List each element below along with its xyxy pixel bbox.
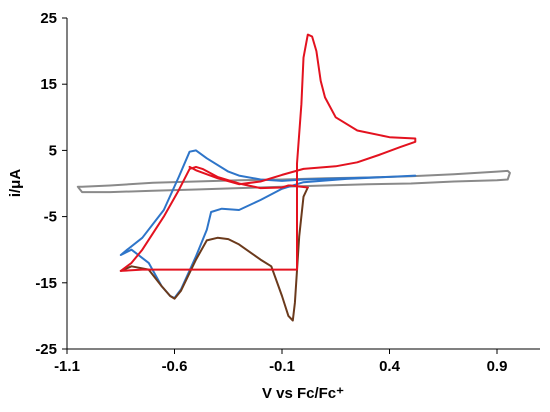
y-axis-title: i/μA <box>7 169 24 198</box>
series-line-2 <box>119 149 417 299</box>
x-ticks: -1.1 -0.6 -0.1 0.4 0.9 <box>54 349 507 375</box>
y-tick-label: 15 <box>40 76 57 93</box>
x-tick-label: -0.1 <box>269 358 295 375</box>
x-tick-label: 0.9 <box>487 358 508 375</box>
plot-lines <box>76 33 511 322</box>
x-tick-label: 0.4 <box>379 358 401 375</box>
series-line-4 <box>119 33 417 272</box>
y-tick-label: -15 <box>35 275 57 292</box>
y-tick-label: 25 <box>40 10 57 27</box>
x-axis-title: V vs Fc/Fc⁺ <box>262 385 344 402</box>
x-tick-label: -1.1 <box>54 358 80 375</box>
y-tick-label: -25 <box>35 341 57 358</box>
y-tick-label: 5 <box>49 142 57 159</box>
series-line-1 <box>76 169 511 194</box>
x-tick-label: -0.6 <box>162 358 188 375</box>
series-line-3 <box>119 186 309 322</box>
y-ticks: -25 -15 -5 5 15 25 <box>35 10 67 358</box>
y-tick-label: -5 <box>44 209 57 226</box>
